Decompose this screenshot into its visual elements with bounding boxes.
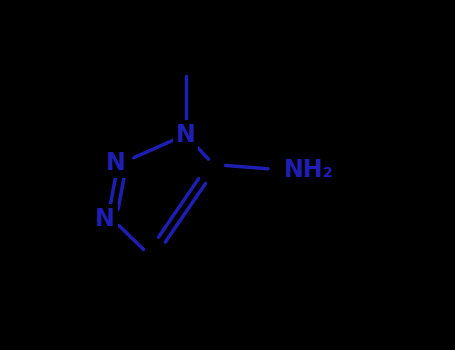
Text: N: N: [95, 207, 115, 231]
Text: NH₂: NH₂: [283, 158, 334, 182]
Text: N: N: [176, 123, 195, 147]
Text: N: N: [106, 151, 126, 175]
